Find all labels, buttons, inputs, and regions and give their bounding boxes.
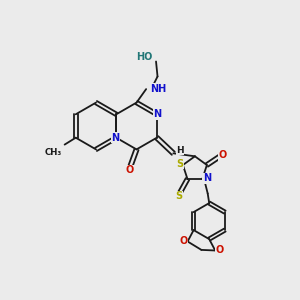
Text: S: S [176,158,184,169]
Text: HO: HO [136,52,152,62]
Text: N: N [112,133,120,143]
Text: O: O [179,236,188,246]
Text: O: O [126,165,134,176]
Text: CH₃: CH₃ [44,148,62,157]
Text: N: N [203,173,211,184]
Text: N: N [153,109,161,119]
Text: O: O [218,150,226,160]
Text: O: O [215,245,223,255]
Text: H: H [176,146,184,155]
Text: S: S [175,191,182,201]
Text: NH: NH [150,83,166,94]
